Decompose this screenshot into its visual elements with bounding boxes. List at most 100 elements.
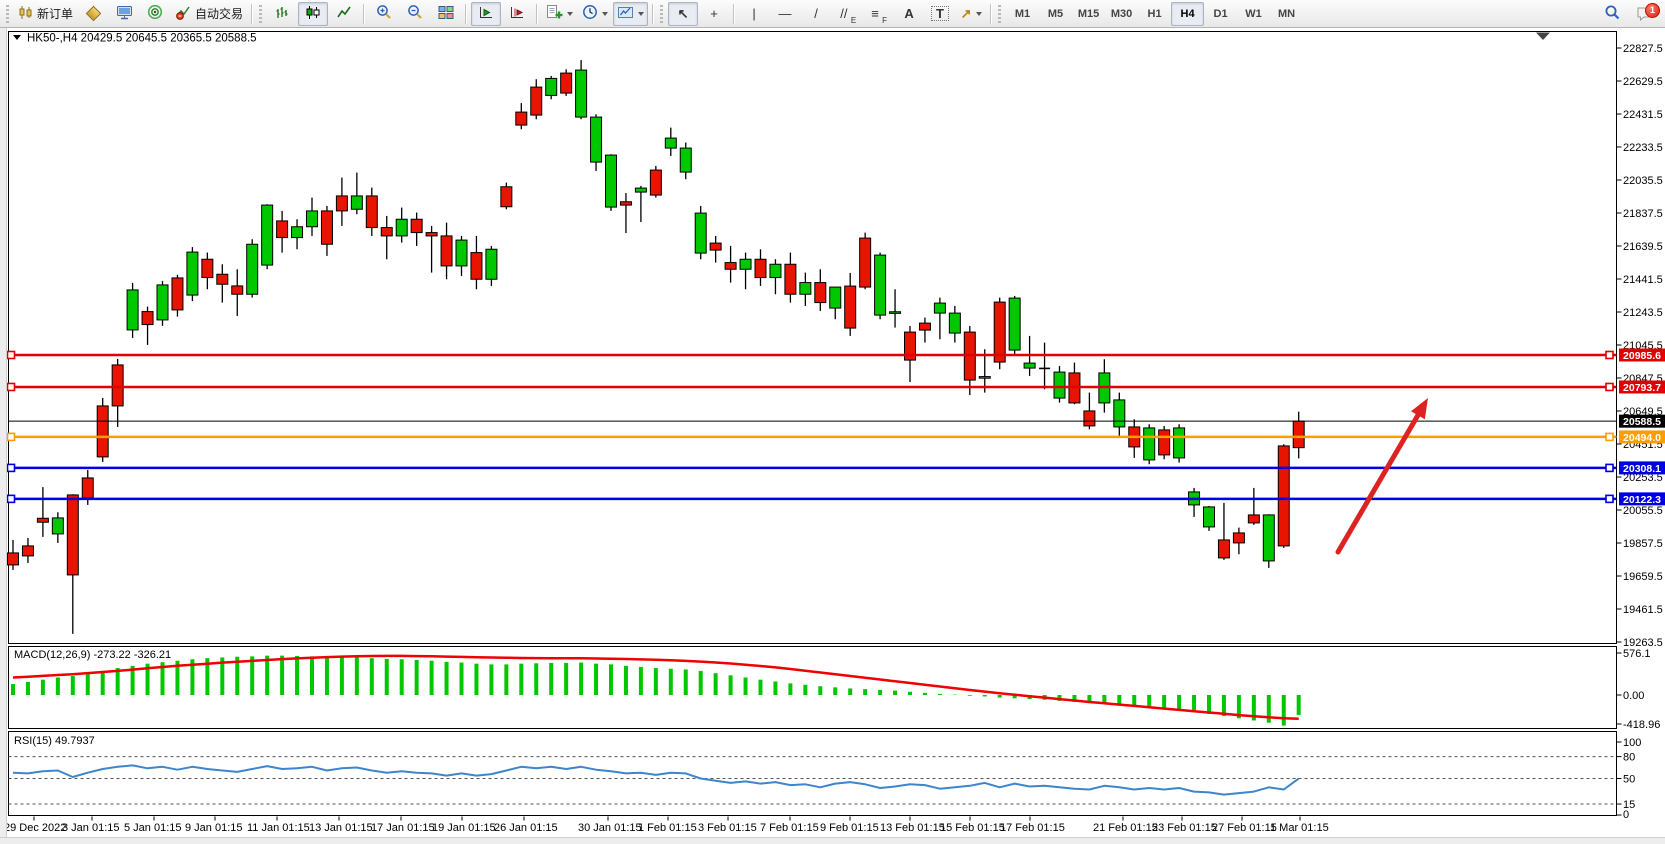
separator — [990, 3, 993, 24]
candlestick-chart-button[interactable] — [298, 1, 329, 26]
price-axis-label: 21243.5 — [1623, 307, 1663, 319]
market-watch-button[interactable] — [78, 2, 108, 26]
toolbar-grip[interactable] — [259, 4, 263, 23]
candlestick — [859, 237, 872, 288]
date-axis-label: 11 Jan 01:15 — [247, 822, 310, 834]
search-button[interactable] — [1597, 2, 1627, 26]
price-tag-label: 20494.0 — [1623, 432, 1661, 444]
templates-button[interactable] — [613, 1, 649, 26]
timeframe-button-h4[interactable]: H4 — [1171, 1, 1205, 26]
line-handle[interactable] — [1605, 463, 1614, 473]
timeframe-button-h1[interactable]: H1 — [1147, 7, 1162, 20]
line-handle[interactable] — [1605, 382, 1614, 392]
crosshair-tool-button[interactable]: + — [699, 2, 729, 26]
candlestick — [1023, 362, 1036, 369]
new-order-button[interactable]: 新订单 — [14, 2, 77, 26]
price-tag — [1619, 461, 1665, 475]
candlestick — [739, 258, 752, 270]
horizontal-line-20308.1[interactable]: 20308.1 — [6, 461, 1665, 475]
price-axis-label: 22431.5 — [1623, 109, 1663, 121]
horizontal-line-20494.0[interactable]: 20494.0 — [6, 430, 1665, 444]
rsi-axis-label: 15 — [1623, 799, 1635, 811]
separator — [652, 3, 655, 24]
zoom-out-button[interactable] — [400, 2, 430, 26]
arrows-tool-button[interactable]: ↗ — [956, 2, 986, 26]
price-tag — [1619, 414, 1665, 428]
timeframe-button-m1[interactable]: M1 — [1014, 7, 1031, 20]
periods-button[interactable] — [578, 2, 612, 26]
line-handle[interactable] — [6, 463, 16, 473]
line-chart-button[interactable] — [329, 2, 359, 26]
date-axis-label: 1 Feb 01:15 — [638, 822, 697, 834]
candlestick — [515, 111, 528, 126]
arrow-annotation[interactable] — [1335, 398, 1428, 555]
price-tag — [1619, 380, 1665, 394]
toolbar-grip[interactable] — [660, 4, 664, 23]
horizontal-line-20122.3[interactable]: 20122.3 — [6, 492, 1665, 506]
chart-shift-marker[interactable] — [1536, 32, 1550, 41]
alerts-button[interactable] — [140, 2, 170, 26]
separator — [733, 3, 736, 24]
text-tool-button[interactable]: A — [894, 2, 924, 26]
horizontal-line-20588.5[interactable]: 20588.5 — [8, 414, 1665, 429]
chart-shift-button[interactable] — [502, 2, 532, 26]
toolbar-grip[interactable] — [998, 4, 1002, 23]
line-handle[interactable] — [6, 494, 16, 504]
bar-chart-button[interactable] — [267, 2, 297, 26]
line-handle[interactable] — [1605, 432, 1614, 442]
fibonacci-tool-button[interactable]: ≡ F — [863, 2, 893, 26]
line-handle[interactable] — [6, 350, 16, 360]
line-handle[interactable] — [1605, 350, 1614, 360]
timeframe-button-m30[interactable]: M30 — [1110, 7, 1133, 20]
candlestick — [1262, 514, 1275, 562]
macd-panel[interactable] — [8, 646, 1617, 729]
date-axis-label: 1 Mar 01:15 — [1270, 822, 1329, 834]
toolbar: 新订单 自动交易 — [0, 0, 1665, 28]
candlestick — [350, 195, 363, 210]
candlestick — [545, 77, 558, 96]
candlestick — [7, 552, 19, 566]
candlestick — [246, 243, 259, 295]
data-window-button[interactable] — [109, 2, 139, 26]
horizontal-line-tool-button[interactable]: — — [770, 2, 800, 26]
label-tool-button[interactable]: T — [925, 2, 955, 26]
price-axis-label: 22035.5 — [1623, 175, 1663, 187]
vertical-line-tool-button[interactable]: | — [739, 2, 769, 26]
candlestick — [186, 251, 199, 296]
horizontal-line-20985.6[interactable]: 20985.6 — [6, 348, 1665, 362]
auto-scroll-button[interactable] — [471, 1, 502, 26]
channel-letter: E — [850, 15, 857, 25]
rsi-panel[interactable] — [8, 731, 1617, 816]
timeframe-button-m5[interactable]: M5 — [1047, 7, 1064, 20]
dropdown-caret-icon — [602, 11, 609, 16]
line-handle[interactable] — [6, 432, 16, 442]
timeframe-button-m15[interactable]: M15 — [1077, 7, 1100, 20]
indicators-button[interactable] — [542, 2, 577, 26]
candlestick — [814, 282, 827, 304]
timeframe-button-mn[interactable]: MN — [1277, 7, 1296, 20]
symbol-dropdown-icon[interactable] — [13, 35, 21, 40]
line-handle[interactable] — [1605, 494, 1614, 504]
trendline-tool-button[interactable]: / — [801, 2, 831, 26]
line-handle[interactable] — [6, 382, 16, 392]
candlestick — [844, 285, 857, 329]
zoom-in-button[interactable] — [369, 2, 399, 26]
notifications-button[interactable]: 1 — [1631, 2, 1661, 26]
date-axis-label: 23 Feb 01:15 — [1152, 822, 1217, 834]
rsi-axis-label: 100 — [1623, 737, 1641, 749]
timeframe-button-w1[interactable]: W1 — [1245, 7, 1262, 20]
auto-trade-button[interactable]: 自动交易 — [171, 2, 247, 26]
candlestick — [1008, 297, 1021, 351]
horizontal-line-20793.7[interactable]: 20793.7 — [6, 380, 1665, 394]
window-left-edge — [0, 28, 7, 844]
channel-tool-button[interactable]: // E — [832, 2, 862, 26]
candlestick — [1143, 427, 1156, 461]
tile-windows-button[interactable] — [431, 2, 461, 26]
main-price-panel[interactable] — [8, 31, 1617, 644]
date-axis-label: 19 Jan 01:15 — [432, 822, 496, 834]
toolbar-grip[interactable] — [6, 4, 9, 23]
timeframe-button-d1[interactable]: D1 — [1213, 7, 1228, 20]
cursor-tool-button[interactable]: ↖ — [668, 1, 699, 26]
candlestick — [874, 254, 887, 316]
